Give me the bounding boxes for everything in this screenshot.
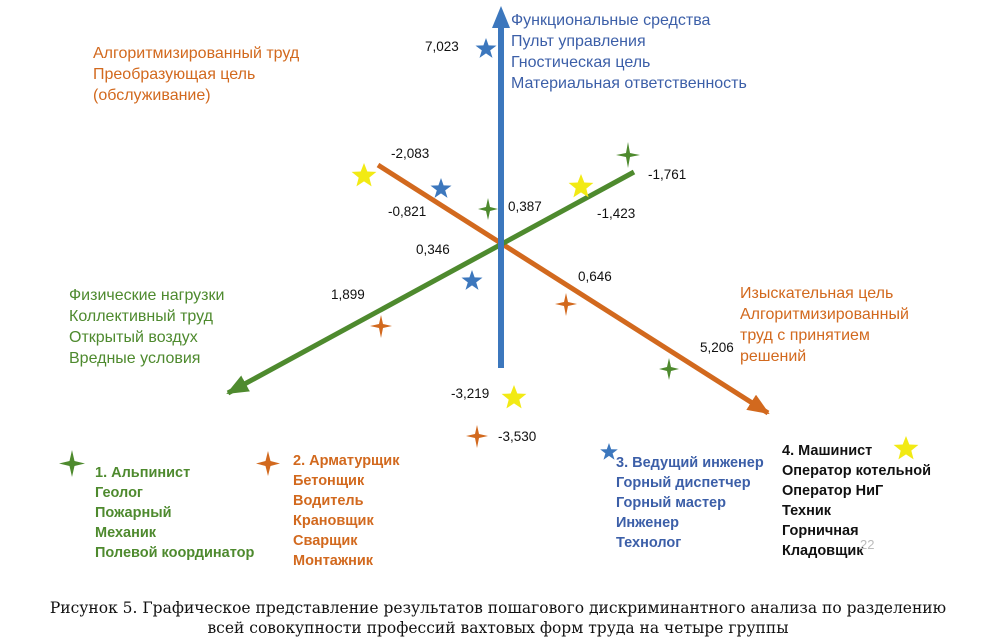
axis-label-lower-right-line: решений: [740, 348, 806, 365]
green-cross-star-icon: [616, 142, 640, 168]
figure-caption-line-1: Рисунок 5. Графическое представление рез…: [49, 599, 947, 617]
blue-star-icon: [430, 178, 452, 198]
plot-markers: [351, 38, 679, 448]
green-cross-star-icon: [478, 198, 498, 220]
blue-axis-arrowhead: [492, 6, 510, 28]
value-label: 5,206: [700, 340, 734, 355]
axis-label-lower-right-line: Алгоритмизированный: [740, 306, 909, 323]
axis-label-lower-left: Физические нагрузки Коллективный труд От…: [69, 287, 224, 367]
axis-label-upper-left: Алгоритмизированный труд Преобразующая ц…: [93, 45, 300, 104]
axis-label-lower-right-line: Изыскательная цель: [740, 285, 893, 302]
legend-group-4-item: Оператор котельной: [782, 463, 931, 479]
axis-label-top: Функциональные средства Пульт управления…: [511, 12, 747, 92]
value-label: 7,023: [425, 39, 459, 54]
axis-label-lower-right-line: труд с принятием: [740, 327, 870, 344]
blue-star-icon: [461, 270, 483, 290]
legend-group-2-item: Крановщик: [293, 513, 374, 529]
axis-label-top-line: Пульт управления: [511, 33, 646, 50]
yellow-star-icon: [501, 385, 527, 409]
axis-label-upper-left-line: Алгоритмизированный труд: [93, 45, 300, 62]
green-cross-star-icon: [59, 450, 85, 477]
yellow-star-icon: [568, 174, 594, 198]
yellow-star-icon: [351, 163, 377, 187]
axis-label-lower-left-line: Физические нагрузки: [69, 287, 224, 304]
legend-group-4-item: Оператор НиГ: [782, 483, 883, 499]
legend-group-3-item: 3. Ведущий инженер: [616, 455, 764, 471]
legend-group-1-item: Пожарный: [95, 505, 172, 521]
green-cross-star-icon: [659, 358, 679, 380]
axis-label-upper-left-line: (обслуживание): [93, 87, 211, 104]
value-label: 1,899: [331, 287, 365, 302]
legend-group-4-item: Техник: [782, 503, 832, 519]
legend-group-3-item: Горный диспетчер: [616, 475, 751, 491]
axis-label-top-line: Функциональные средства: [511, 12, 711, 29]
value-label: -1,761: [648, 167, 686, 182]
axis-label-lower-left-line: Вредные условия: [69, 350, 200, 367]
blue-star-icon: [475, 38, 497, 58]
axis-label-lower-left-line: Открытый воздух: [69, 329, 198, 346]
legend-group-1-item: Полевой координатор: [95, 545, 255, 561]
value-label: 0,646: [578, 269, 612, 284]
legend-group-3-item: Технолог: [616, 535, 681, 551]
axis-label-lower-left-line: Коллективный труд: [69, 308, 214, 325]
figure-caption: Рисунок 5. Графическое представление рез…: [0, 598, 996, 638]
legend-group-4: 4. Машинист Оператор котельной Оператор …: [782, 436, 931, 559]
axis-label-upper-left-line: Преобразующая цель: [93, 66, 255, 83]
value-labels: 7,023 -2,083 -1,761 -0,821 0,387 -1,423 …: [331, 39, 734, 444]
legend-group-4-item: Кладовщик: [782, 543, 864, 559]
value-label: 0,387: [508, 199, 542, 214]
legend-group-2-item: Сварщик: [293, 533, 358, 549]
axis-label-lower-right: Изыскательная цель Алгоритмизированный т…: [740, 285, 909, 365]
orange-cross-star-icon: [370, 315, 392, 338]
value-label: -3,219: [451, 386, 489, 401]
blue-star-icon: [600, 443, 618, 460]
value-label: -3,530: [498, 429, 536, 444]
legend-group-1-item: 1. Альпинист: [95, 465, 190, 481]
page-number: 22: [860, 537, 874, 552]
axis-label-top-line: Материальная ответственность: [511, 75, 747, 92]
legend-group-3: 3. Ведущий инженер Горный диспетчер Горн…: [600, 443, 764, 551]
legend-group-2-item: Бетонщик: [293, 473, 365, 489]
orange-cross-star-icon: [256, 451, 280, 476]
legend-group-2-item: Монтажник: [293, 553, 374, 569]
value-label: -2,083: [391, 146, 429, 161]
legend-group-2: 2. Арматурщик Бетонщик Водитель Крановщи…: [256, 451, 400, 569]
legend-group-3-item: Горный мастер: [616, 495, 726, 511]
legend-group-4-item: Горничная: [782, 523, 859, 539]
legend-group-4-item: 4. Машинист: [782, 443, 872, 459]
value-label: -0,821: [388, 204, 426, 219]
legend-group-1-item: Механик: [95, 525, 157, 541]
orange-axis: [376, 162, 770, 416]
axis-label-top-line: Гностическая цель: [511, 54, 650, 71]
value-label: 0,346: [416, 242, 450, 257]
orange-cross-star-icon: [466, 425, 488, 448]
value-label: -1,423: [597, 206, 635, 221]
legend-group-3-item: Инженер: [616, 515, 679, 531]
figure-caption-line-2: всей совокупности профессий вахтовых фор…: [207, 619, 789, 637]
yellow-star-icon: [893, 436, 919, 460]
legend-group-2-item: Водитель: [293, 493, 364, 509]
green-axis: [226, 169, 636, 396]
legend-group-1: 1. Альпинист Геолог Пожарный Механик Пол…: [59, 450, 255, 561]
legend-group-1-item: Геолог: [95, 485, 143, 501]
legend-group-2-item: 2. Арматурщик: [293, 453, 400, 469]
orange-cross-star-icon: [555, 293, 577, 316]
